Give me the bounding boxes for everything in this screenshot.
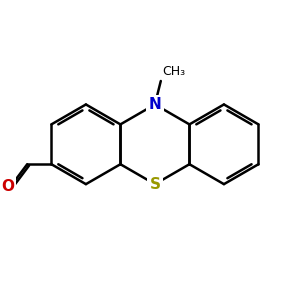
Text: N: N bbox=[148, 97, 161, 112]
Text: S: S bbox=[149, 177, 161, 192]
Text: O: O bbox=[1, 179, 14, 194]
Text: CH₃: CH₃ bbox=[162, 64, 185, 78]
